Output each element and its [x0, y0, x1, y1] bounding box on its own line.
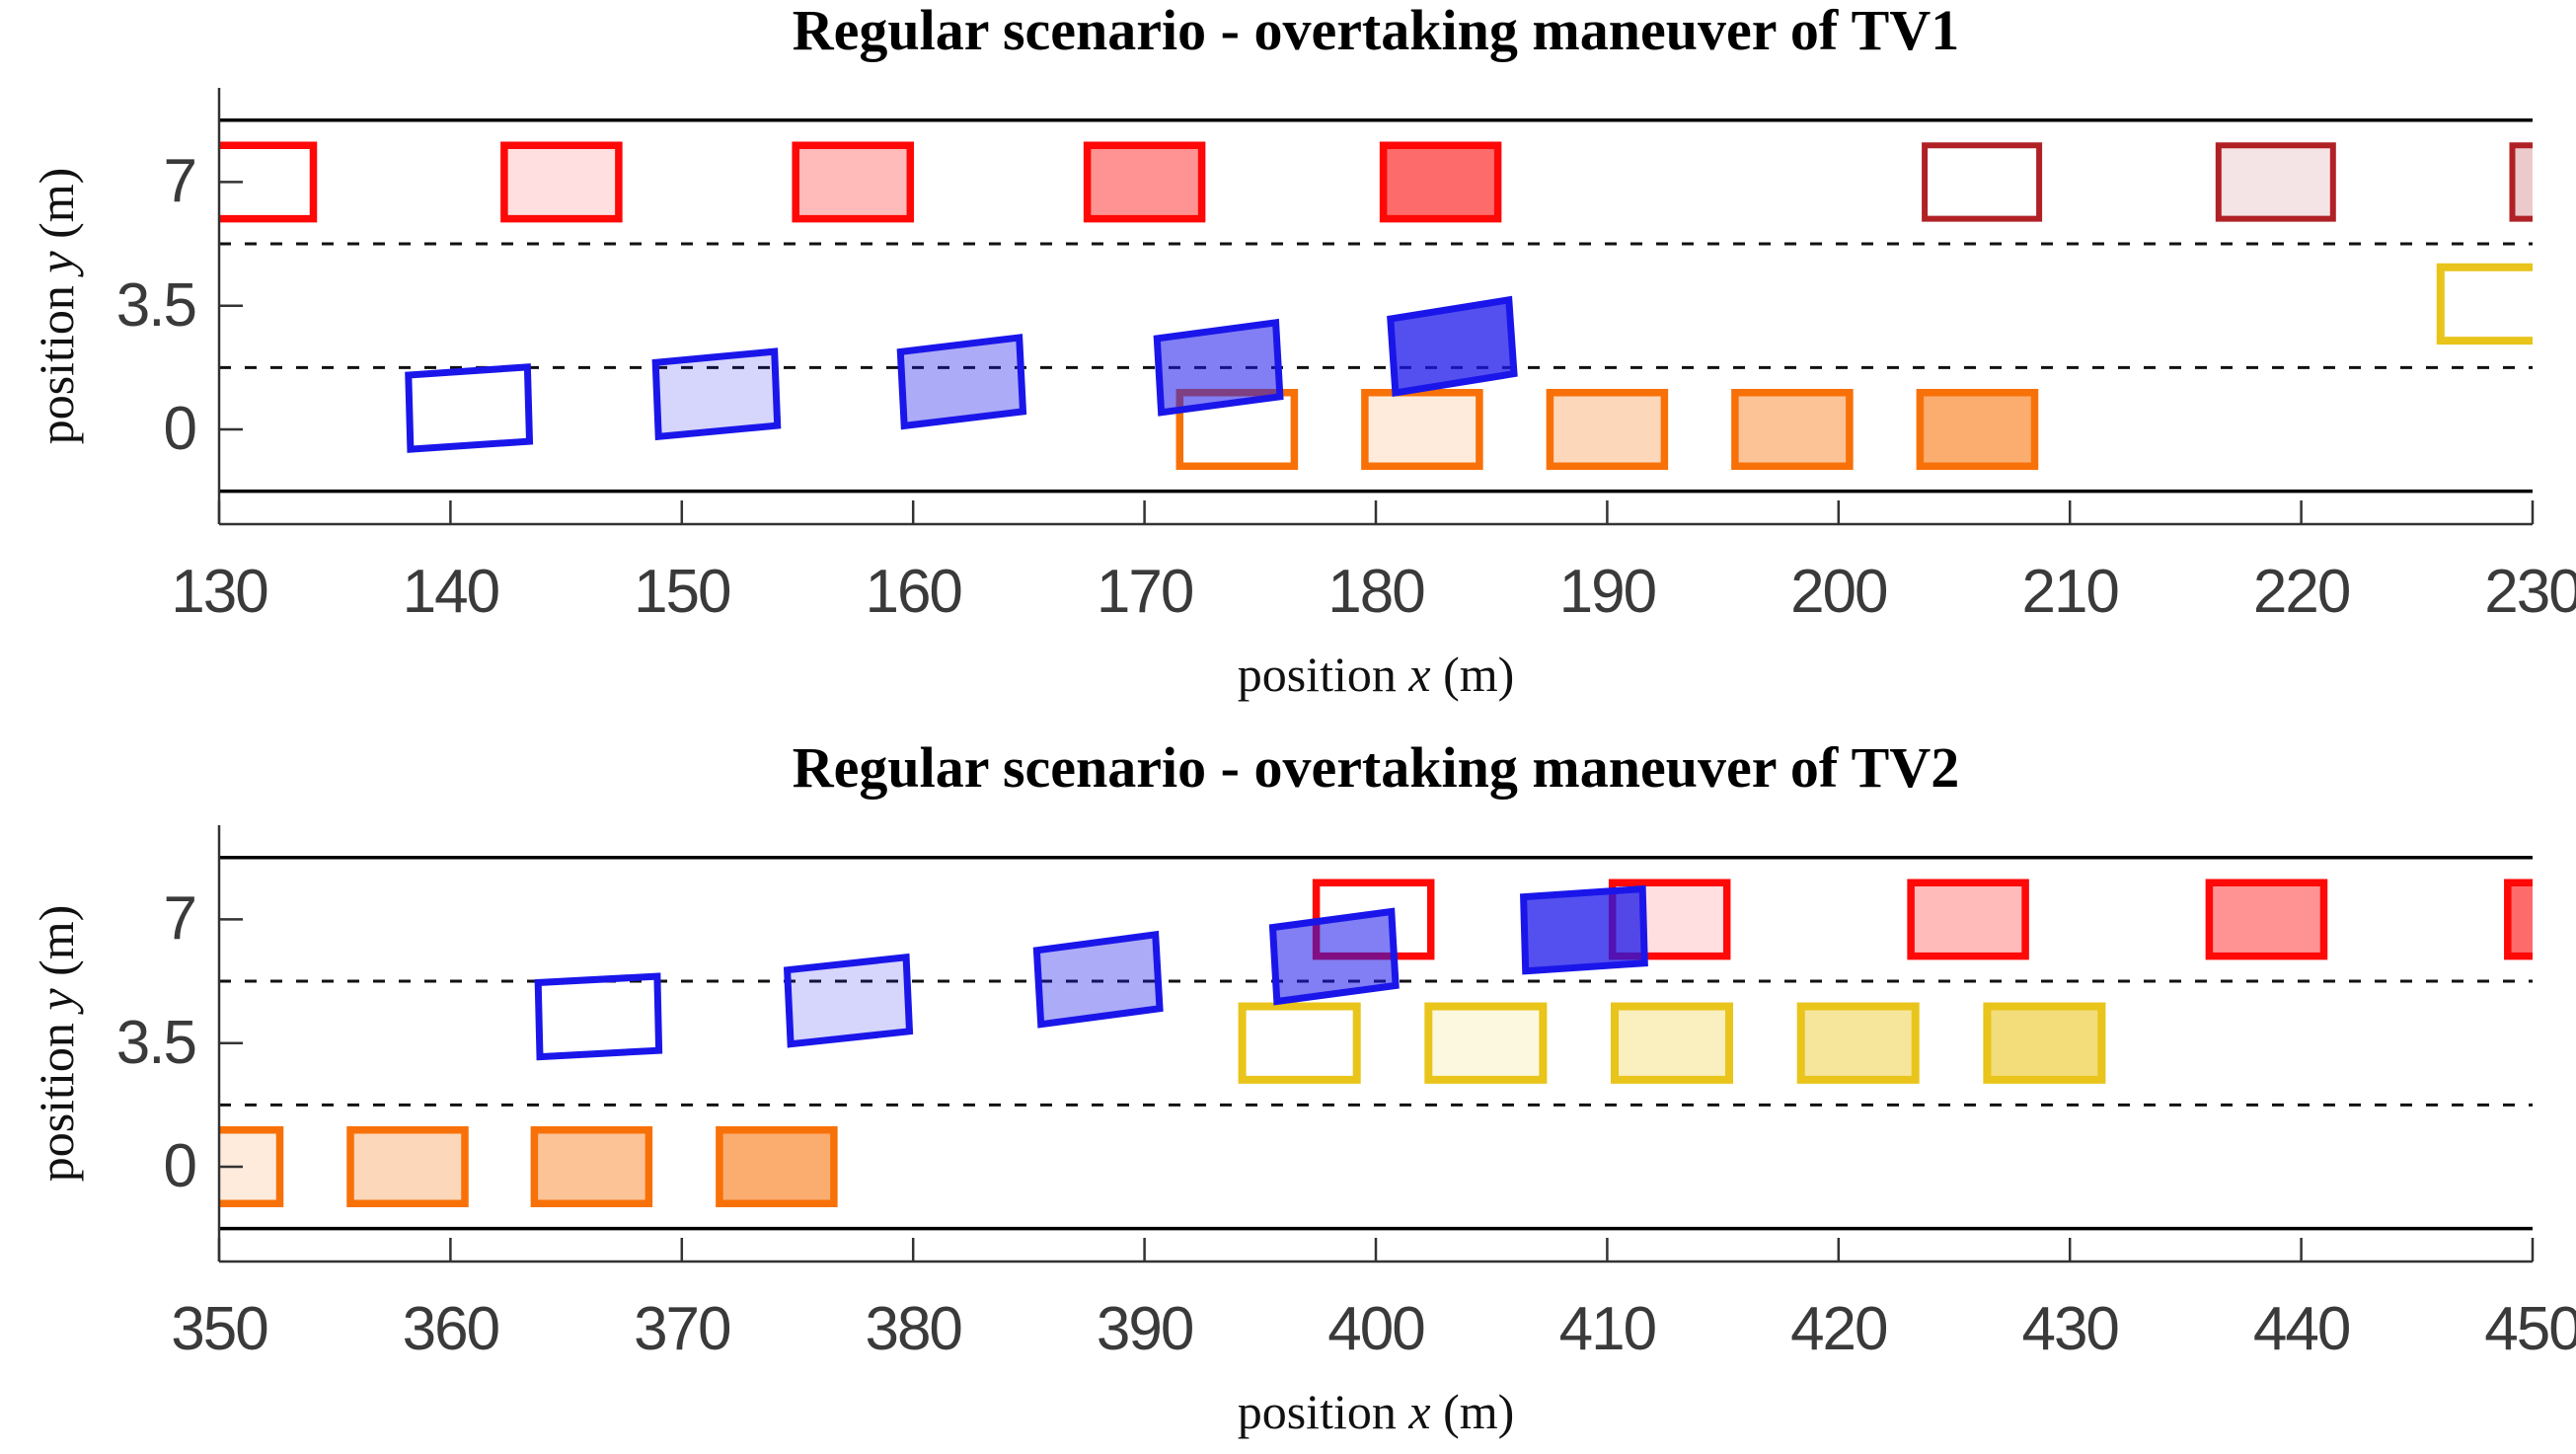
- orange-target-vehicle-state-4: [1731, 389, 1854, 470]
- x-tick-label: 390: [1096, 1295, 1194, 1363]
- x-label-unit: (m): [1430, 647, 1515, 702]
- x-tick-label: 400: [1327, 1295, 1425, 1363]
- blue-maneuvering-vehicle-state-3: [896, 334, 1027, 430]
- blue-maneuvering-vehicle-state-1: [534, 972, 663, 1061]
- red-target-vehicle-state-4: [2205, 879, 2328, 960]
- blue-maneuvering-vehicle-state-1: [405, 363, 534, 453]
- blue-maneuvering-vehicle-state-4: [1153, 318, 1284, 417]
- dark-red-target-vehicle-state-3: [2509, 142, 2533, 222]
- x-tick-label: 450: [2484, 1295, 2576, 1363]
- orange-target-vehicle-state-4: [716, 1126, 838, 1207]
- dark-red-target-vehicle-state-1: [1922, 142, 2043, 222]
- orange-target-vehicle-state-2: [346, 1126, 469, 1207]
- x-tick-label: 210: [2021, 558, 2119, 626]
- x-tick-label: 180: [1327, 558, 1425, 626]
- x-tick-label: 350: [171, 1295, 268, 1363]
- y-tick-label: 7: [163, 884, 197, 954]
- red-target-vehicle-state-3: [1907, 879, 2029, 960]
- red-target-vehicle-state-5: [2504, 879, 2533, 960]
- x-label-text: position: [1237, 1384, 1409, 1439]
- x-label-unit: (m): [1430, 1384, 1515, 1439]
- orange-target-vehicle-state-5: [1916, 389, 2039, 470]
- blue-maneuvering-vehicle-state-2: [783, 953, 914, 1048]
- vehicles-group-panel2: [219, 879, 2533, 1207]
- panel2-x-axis-label: position x (m): [1238, 1387, 1515, 1436]
- panel2-title: Regular scenario - overtaking maneuver o…: [792, 735, 1960, 800]
- yellow-target-vehicle-state-4: [1796, 1002, 1920, 1084]
- panel1-title: Regular scenario - overtaking maneuver o…: [792, 0, 1960, 62]
- x-tick-label: 230: [2484, 558, 2576, 626]
- x-tick-label: 370: [634, 1295, 731, 1363]
- y-tick-label: 3.5: [115, 270, 197, 340]
- orange-target-vehicle-state-3: [530, 1126, 653, 1207]
- x-tick-label: 360: [402, 1295, 500, 1363]
- red-target-vehicle-state-4: [1083, 141, 1206, 223]
- x-label-text: position: [1237, 647, 1409, 702]
- x-label-variable: x: [1408, 1384, 1431, 1439]
- x-tick-label: 410: [1558, 1295, 1657, 1363]
- blue-maneuvering-vehicle-state-5: [1387, 295, 1518, 397]
- orange-target-vehicle-state-2: [1361, 389, 1483, 470]
- y-label-variable: y: [29, 988, 84, 1011]
- x-tick-label: 430: [2021, 1295, 2119, 1363]
- x-label-variable: x: [1408, 647, 1431, 702]
- red-target-vehicle-state-2: [500, 141, 623, 223]
- yellow-target-vehicle-state-1: [2436, 263, 2533, 345]
- yellow-target-vehicle-state-5: [1983, 1002, 2106, 1084]
- x-tick-label: 130: [171, 558, 268, 626]
- orange-target-vehicle-state-3: [1546, 389, 1669, 470]
- panel1-x-axis-label: position x (m): [1238, 650, 1515, 699]
- x-tick-label: 220: [2252, 558, 2351, 626]
- x-tick-label: 150: [634, 558, 731, 626]
- y-tick-label: 0: [163, 395, 197, 463]
- vehicles-group-panel1: [219, 141, 2533, 470]
- y-tick-label: 7: [163, 147, 197, 216]
- orange-target-vehicle-state-1: [1175, 389, 1299, 470]
- yellow-target-vehicle-state-2: [1424, 1002, 1548, 1084]
- y-tick-label: 3.5: [115, 1008, 197, 1077]
- x-tick-label: 170: [1096, 558, 1194, 626]
- blue-maneuvering-vehicle-state-3: [1032, 930, 1164, 1029]
- blue-maneuvering-vehicle-state-4: [1268, 907, 1400, 1006]
- blue-maneuvering-vehicle-state-5: [1520, 884, 1648, 975]
- x-tick-label: 140: [402, 558, 500, 626]
- red-target-vehicle-state-3: [792, 141, 915, 223]
- x-tick-label: 190: [1558, 558, 1657, 626]
- y-label-variable: y: [29, 251, 84, 273]
- orange-target-vehicle-state-1: [219, 1126, 284, 1207]
- x-tick-label: 420: [1790, 1295, 1888, 1363]
- x-tick-label: 440: [2252, 1295, 2351, 1363]
- red-target-vehicle-state-5: [1379, 141, 1502, 223]
- x-tick-label: 160: [865, 558, 962, 626]
- yellow-target-vehicle-state-1: [1238, 1002, 1361, 1084]
- x-tick-label: 200: [1790, 558, 1888, 626]
- x-tick-label: 380: [865, 1295, 962, 1363]
- yellow-target-vehicle-state-3: [1611, 1002, 1733, 1084]
- dark-red-target-vehicle-state-2: [2215, 142, 2336, 222]
- y-tick-label: 0: [163, 1132, 197, 1200]
- red-target-vehicle-state-1: [219, 141, 318, 223]
- blue-maneuvering-vehicle-state-2: [651, 347, 782, 441]
